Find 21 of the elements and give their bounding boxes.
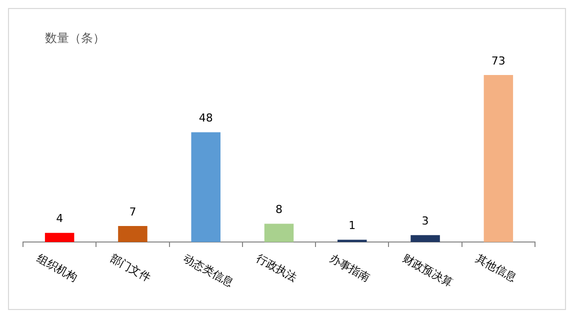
data-label: 48 — [198, 112, 213, 125]
bar — [44, 232, 74, 242]
bar — [410, 235, 440, 242]
bar — [264, 224, 294, 242]
x-tick-label: 动态类信息 — [181, 252, 236, 290]
data-label: 7 — [129, 205, 136, 218]
x-tick-label: 办事指南 — [327, 252, 372, 284]
y-axis-title: 数量（条） — [45, 31, 105, 46]
x-tick-label: 行政执法 — [254, 252, 300, 284]
bar — [484, 75, 514, 242]
x-tick-label: 组织机构 — [34, 252, 80, 284]
bar — [118, 226, 148, 242]
x-tick-label: 财政预决算 — [400, 252, 455, 290]
x-tick-label: 其他信息 — [474, 252, 518, 284]
data-label: 4 — [56, 212, 64, 226]
data-label: 8 — [276, 203, 282, 216]
x-tick-label: 部门文件 — [108, 252, 153, 284]
data-label: 1 — [348, 219, 356, 232]
data-label: 73 — [491, 54, 506, 68]
bar — [191, 132, 220, 242]
data-label: 3 — [422, 214, 429, 228]
